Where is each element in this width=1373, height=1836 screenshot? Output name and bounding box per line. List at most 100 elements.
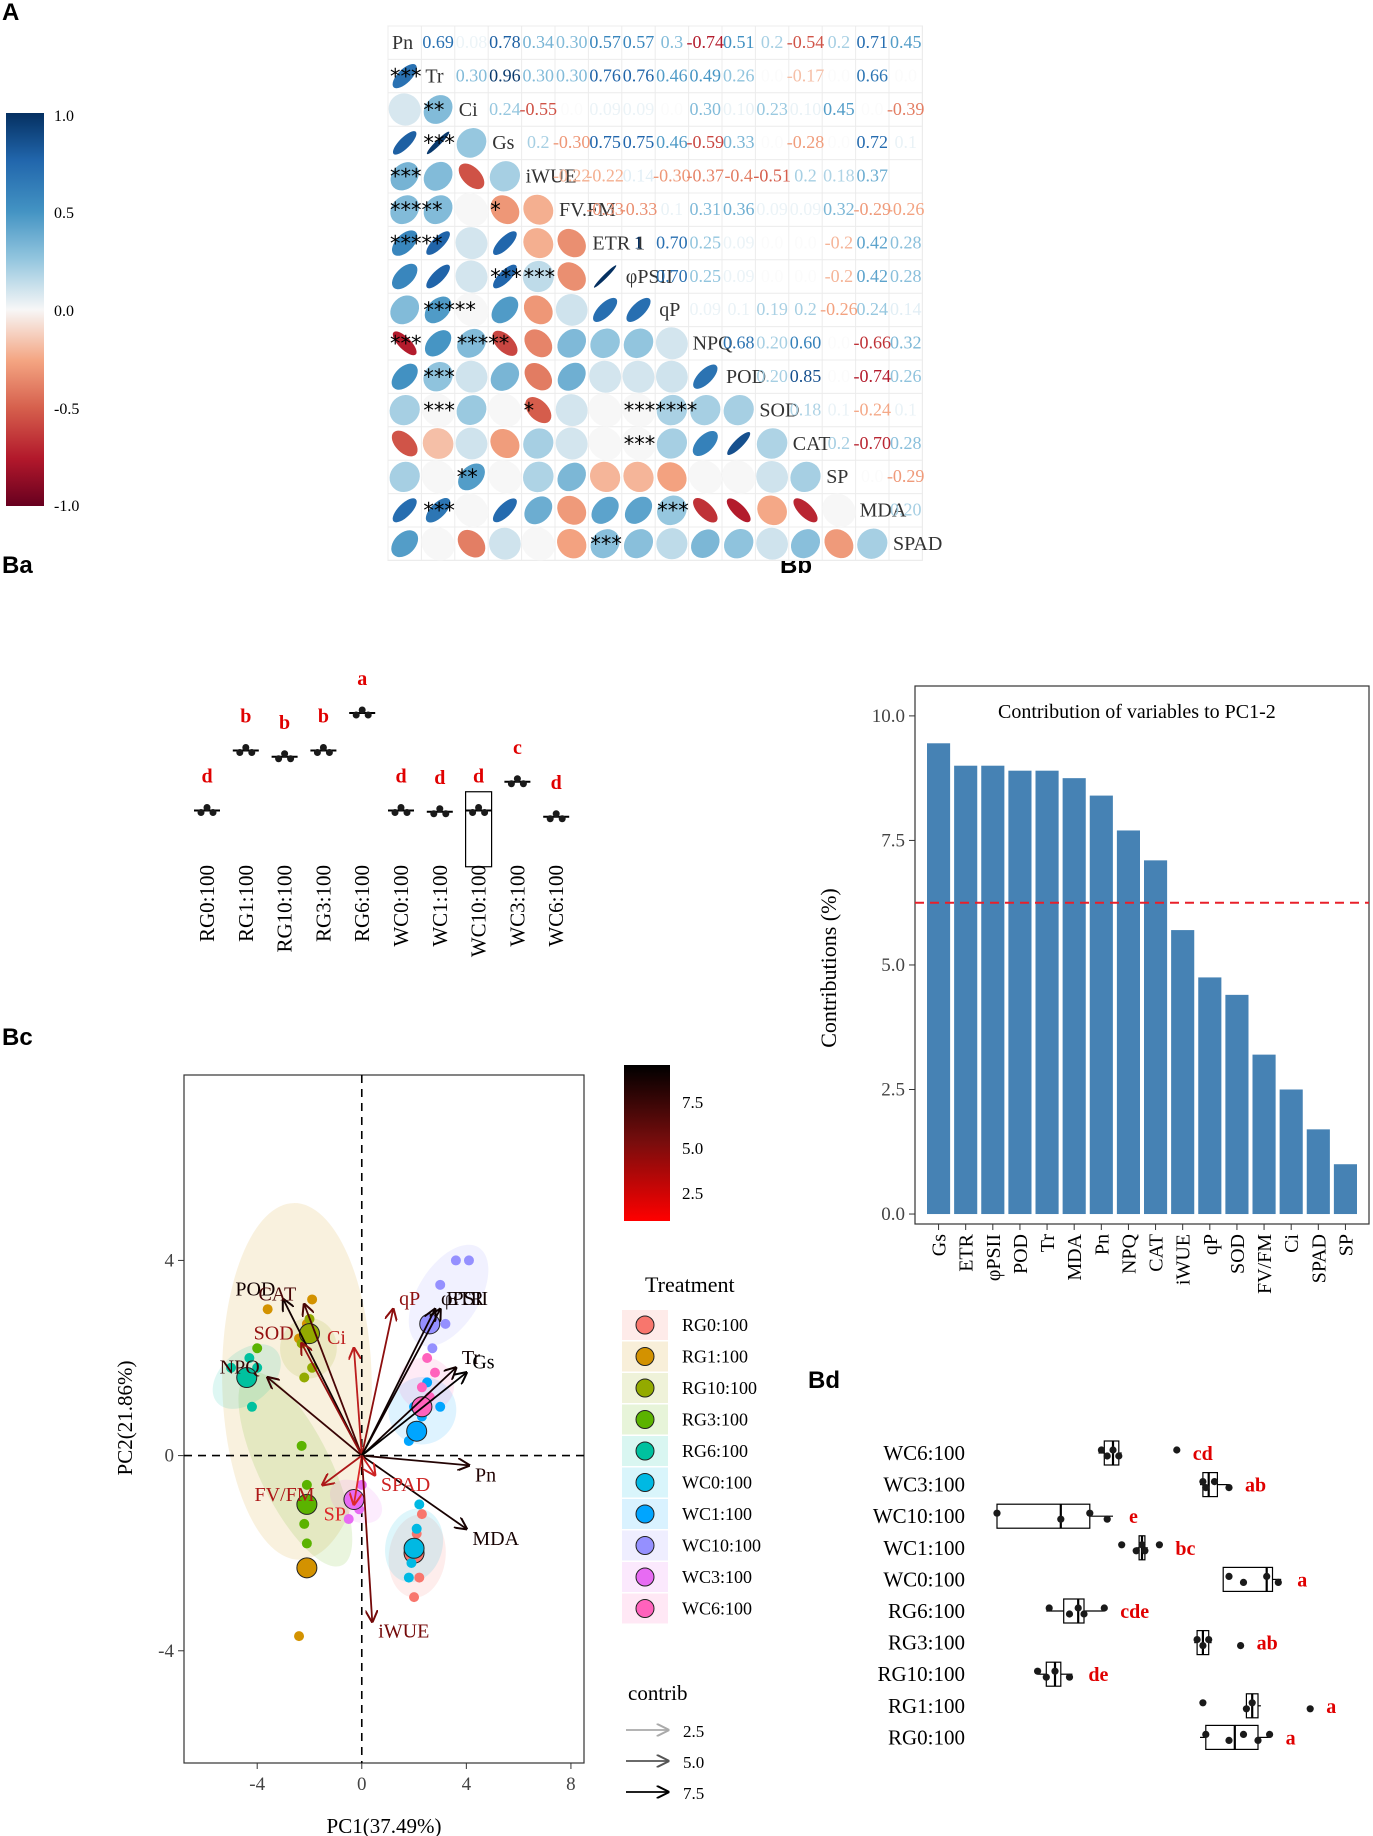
- bb-chart-title: Contribution of variables to PC1-2: [998, 701, 1276, 723]
- correlation-ellipse: [588, 426, 622, 461]
- treatment-legend-label: RG3:100: [682, 1410, 748, 1430]
- correlation-ellipse: [458, 163, 485, 190]
- correlation-coefficient: 0.09: [589, 99, 621, 119]
- ba-point: [358, 706, 366, 714]
- ba-point: [391, 809, 399, 816]
- correlation-variable-label: Tr: [425, 65, 444, 87]
- correlation-coefficient: 0.2: [527, 132, 550, 152]
- correlation-ellipse: [525, 397, 552, 424]
- correlation-coefficient: 0.76: [589, 65, 621, 85]
- bd-category-label: RG1:100: [888, 1694, 965, 1718]
- bd-significance-letter: de: [1088, 1664, 1108, 1686]
- bc-loading-label: Ci: [327, 1327, 346, 1349]
- bb-bar: [1008, 770, 1032, 1215]
- treatment-legend-swatch: [635, 1347, 655, 1366]
- correlation-ellipse: [622, 360, 655, 393]
- significance-mark: ***: [657, 499, 689, 523]
- correlation-coefficient: 0.85: [790, 366, 822, 386]
- bc-observation-point: [301, 1479, 312, 1490]
- correlation-ellipse: [488, 527, 521, 560]
- correlation-coefficient: -0.51: [753, 166, 791, 186]
- bc-observation-point: [406, 1557, 417, 1568]
- correlation-coefficient: -0.74: [687, 32, 725, 52]
- significance-mark: *: [524, 398, 535, 422]
- correlation-variable-label: Ci: [459, 99, 478, 121]
- bc-observation-point: [299, 1372, 310, 1383]
- bd-point: [1042, 1673, 1050, 1681]
- correlation-coefficient: 0.0: [794, 266, 817, 286]
- correlation-coefficient: 0.10: [723, 99, 755, 119]
- correlation-coefficient: 0.46: [656, 65, 688, 85]
- bd-significance-letter: a: [1286, 1727, 1296, 1749]
- bc-observation-point: [301, 1538, 312, 1549]
- correlation-coefficient: 0.24: [489, 99, 521, 119]
- correlation-ellipse: [491, 296, 519, 324]
- bc-observation-point: [403, 1572, 414, 1583]
- correlation-coefficient: -0.2: [825, 266, 854, 286]
- bc-observation-point: [246, 1401, 257, 1412]
- correlation-ellipse: [590, 529, 620, 559]
- bd-point: [1057, 1515, 1065, 1523]
- bd-point: [1199, 1478, 1207, 1486]
- correlation-ellipse: [424, 330, 452, 357]
- bb-bar: [1035, 770, 1059, 1215]
- correlation-coefficient: 0.09: [723, 266, 755, 286]
- ba-point: [319, 744, 327, 751]
- bd-point: [1266, 1730, 1274, 1738]
- contrib-legend-label: 7.5: [683, 1784, 704, 1803]
- bc-loading-label: FV/FM: [255, 1484, 315, 1506]
- ba-category-label: WC0:100: [389, 865, 413, 947]
- ba-significance-letter: d: [551, 772, 562, 794]
- correlation-coefficient: 0.42: [857, 266, 889, 286]
- treatment-legend-label: WC1:100: [682, 1504, 752, 1524]
- bb-x-tick-label: Gs: [929, 1234, 951, 1256]
- bc-loading-label: iWUE: [378, 1620, 429, 1642]
- correlation-ellipse: [521, 526, 556, 561]
- correlation-ellipse: [391, 530, 419, 558]
- treatment-legend-swatch: [635, 1536, 655, 1555]
- bb-bar: [1306, 1129, 1330, 1215]
- bc-y-axis-label: PC2(21.86%): [113, 1361, 137, 1476]
- correlation-ellipse: [757, 495, 787, 526]
- correlation-coefficient: 0.2: [828, 433, 851, 453]
- bc-loading-label: POD: [235, 1278, 275, 1300]
- ba-point: [436, 805, 444, 813]
- bc-observation-point: [296, 1440, 307, 1451]
- bc-loading-label: SP: [324, 1503, 346, 1525]
- correlation-ellipse: [492, 498, 517, 523]
- bd-category-label: RG3:100: [888, 1631, 965, 1655]
- correlation-coefficient: -0.28: [787, 132, 825, 152]
- correlation-ellipse: [426, 131, 450, 155]
- correlation-variable-label: qP: [659, 299, 680, 321]
- correlation-coefficient: 0.0: [761, 266, 784, 286]
- bd-point: [1103, 1515, 1111, 1523]
- correlation-variable-label: NPQ: [693, 333, 734, 355]
- correlation-coefficient: 0.14: [890, 299, 922, 319]
- bd-significance-letter: ab: [1257, 1633, 1278, 1655]
- bd-category-label: RG6:100: [888, 1599, 965, 1623]
- bd-point: [1097, 1446, 1105, 1454]
- bc-loading-label: ETR: [446, 1288, 484, 1310]
- bc-observation-point: [244, 1353, 255, 1364]
- correlation-coefficient: 0.30: [456, 65, 488, 85]
- bb-bar: [1252, 1054, 1276, 1215]
- correlation-ellipse: [656, 394, 688, 426]
- correlation-coefficient: 0.76: [623, 65, 655, 85]
- correlation-ellipse: [790, 529, 821, 559]
- bd-significance-letter: a: [1326, 1696, 1336, 1718]
- contrib-legend-label: 5.0: [683, 1753, 704, 1772]
- correlation-coefficient: -0.39: [887, 99, 925, 119]
- ba-point: [248, 749, 256, 756]
- correlation-ellipse: [523, 228, 554, 259]
- correlation-coefficient: -0.26: [820, 299, 858, 319]
- bd-point: [1109, 1446, 1117, 1454]
- correlation-coefficient: 0.30: [690, 99, 722, 119]
- ba-point: [552, 810, 560, 818]
- correlation-ellipse: [454, 293, 489, 327]
- bc-observation-point: [463, 1255, 474, 1266]
- correlation-ellipse: [490, 195, 520, 225]
- correlation-coefficient: 0.69: [422, 32, 454, 52]
- correlation-coefficient: -0.33: [586, 199, 624, 219]
- bd-point: [1141, 1547, 1149, 1555]
- bd-point: [1248, 1699, 1256, 1707]
